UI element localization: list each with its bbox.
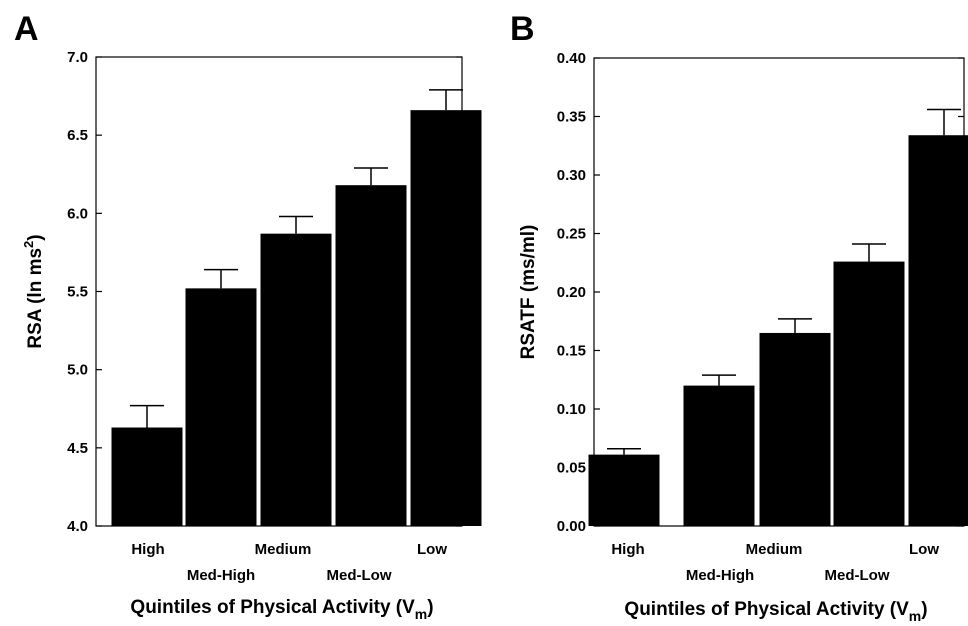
y-tick-label: 6.5 xyxy=(67,127,88,144)
x-tick-label: Med-Low xyxy=(327,567,392,584)
y-tick-label: 0.20 xyxy=(557,284,586,301)
y-tick-label: 0.40 xyxy=(557,50,586,67)
bar xyxy=(833,261,905,526)
bar xyxy=(185,288,257,526)
x-axis-label: Quintiles of Physical Activity (Vm) xyxy=(624,599,927,624)
panel-b: B 0.00 0.05 0.10 0.15 0.20 0.25 0.30 0.35 0.40 Hig… xyxy=(510,10,968,624)
x-tick-label: Medium xyxy=(255,541,312,558)
y-tick-label: 0.10 xyxy=(557,401,586,418)
panel-a: A 4.0 4.5 5.0 5.5 6.0 6.5 7.0 High Med-HighMedium… xyxy=(14,10,482,622)
x-tick-label: Medium xyxy=(746,541,803,558)
bar xyxy=(111,427,183,526)
y-tick-label: 4.0 xyxy=(67,518,88,535)
y-tick-label: 5.0 xyxy=(67,362,88,379)
y-axis-label: RSA (ln ms2) xyxy=(21,234,46,348)
y-tick-label: 7.0 xyxy=(67,49,88,66)
panel-letter: B xyxy=(510,10,535,48)
y-tick-label: 0.25 xyxy=(557,226,586,243)
x-tick-label: Med-Low xyxy=(825,567,890,584)
bar xyxy=(335,185,407,526)
bar xyxy=(588,454,660,526)
x-axis-label: Quintiles of Physical Activity (Vm) xyxy=(130,597,433,622)
bar xyxy=(683,385,755,526)
x-tick-label: Med-High xyxy=(187,567,255,584)
panel-letter: A xyxy=(14,10,39,48)
y-tick-label: 0.30 xyxy=(557,167,586,184)
y-axis-label: RSATF (ms/ml) xyxy=(518,225,539,360)
y-tick-label: 4.5 xyxy=(67,440,88,457)
x-tick-label: Low xyxy=(417,541,447,558)
y-tick-label: 5.5 xyxy=(67,284,88,301)
y-tick-label: 0.35 xyxy=(557,109,586,126)
y-tick-label: 0.00 xyxy=(557,518,586,535)
bar xyxy=(908,135,968,526)
bar xyxy=(260,233,332,526)
x-tick-label: High xyxy=(611,541,644,558)
x-tick-label: High xyxy=(131,541,164,558)
x-tick-label: Med-High xyxy=(686,567,754,584)
bar xyxy=(759,332,831,526)
bar xyxy=(410,110,482,527)
y-tick-label: 6.0 xyxy=(67,205,88,222)
y-tick-label: 0.15 xyxy=(557,343,586,360)
x-tick-label: Low xyxy=(909,541,939,558)
y-tick-label: 0.05 xyxy=(557,460,586,477)
